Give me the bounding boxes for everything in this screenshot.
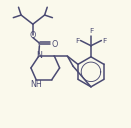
Text: N: N (36, 51, 42, 60)
Text: O: O (30, 31, 36, 40)
Text: O: O (52, 40, 58, 49)
Text: F: F (75, 38, 79, 44)
Text: NH: NH (30, 80, 42, 89)
Text: F: F (103, 38, 107, 44)
Text: F: F (89, 28, 93, 34)
